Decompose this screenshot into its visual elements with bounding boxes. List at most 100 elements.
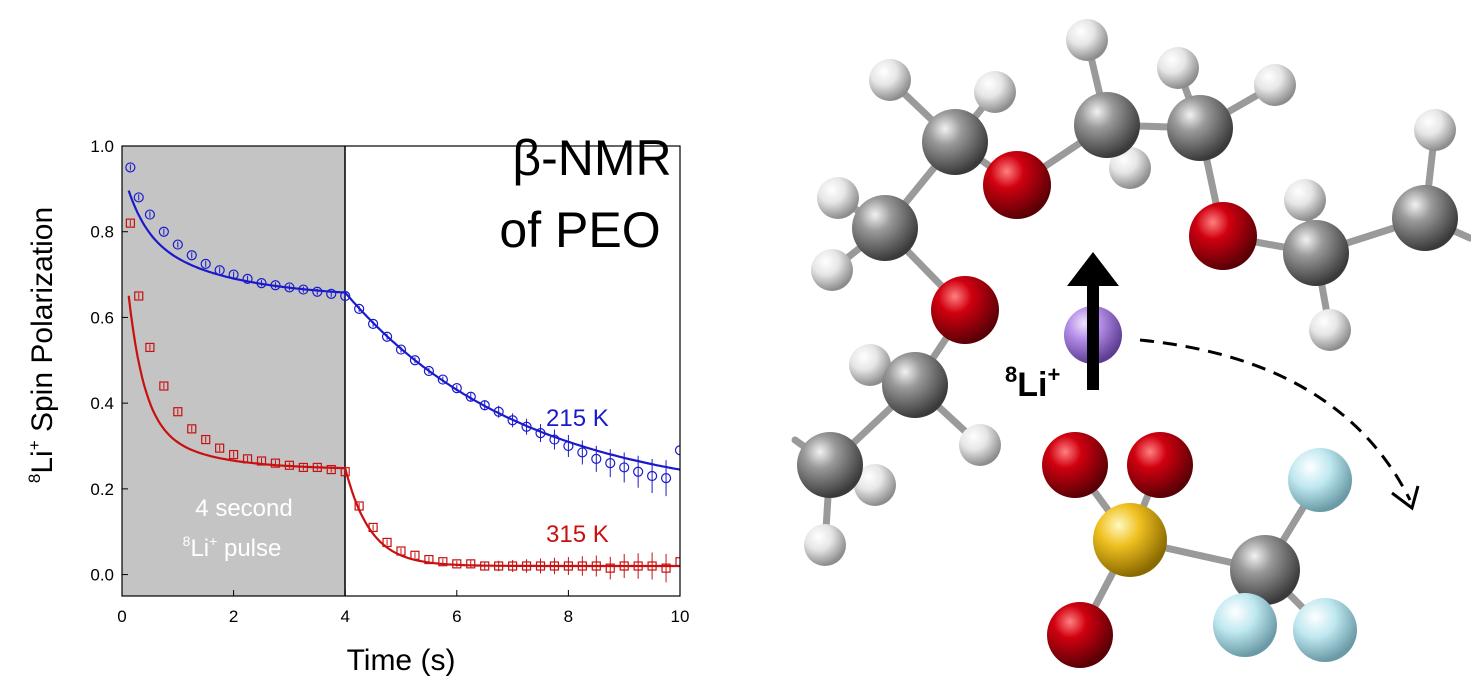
data-point: [438, 557, 448, 567]
y-tick-label: 0.0: [90, 566, 114, 585]
data-point: [605, 563, 615, 573]
series-315k: [125, 218, 680, 583]
diffusion-arrowhead-icon: [1391, 485, 1420, 511]
data-point: [675, 557, 680, 567]
data-point: [395, 344, 407, 355]
series-215k: [125, 162, 680, 497]
hydrogen-atom: [1284, 179, 1326, 221]
fit-line: [127, 295, 680, 568]
y-tick-label: 1.0: [90, 137, 114, 156]
data-point: [381, 331, 393, 342]
spin-arrow-icon: [1067, 252, 1119, 390]
fluorine-atom: [1293, 598, 1357, 662]
data-point: [173, 407, 183, 417]
y-tick-label: 0.6: [90, 308, 114, 327]
data-point: [256, 456, 267, 466]
x-tick-label: 0: [117, 607, 126, 626]
data-point: [186, 250, 197, 261]
data-point: [134, 291, 144, 301]
ticks-layer: 0 2 4 6 8 10 0.0 0.2 0.4 0.6 0.8 1.0: [90, 137, 689, 626]
data-point: [284, 460, 294, 470]
data-point: [159, 381, 169, 391]
data-point: [549, 561, 560, 571]
series-layer: [125, 162, 680, 583]
data-point: [577, 561, 587, 571]
data-point: [158, 226, 169, 237]
carbon-atom: [797, 432, 863, 498]
fluorine-atom: [1213, 593, 1277, 657]
data-point: [521, 421, 532, 432]
data-point: [535, 428, 546, 439]
data-point: [125, 218, 135, 228]
data-point: [605, 458, 616, 469]
data-point: [326, 464, 336, 475]
hydrogen-atom: [959, 424, 1001, 466]
data-point: [145, 342, 155, 353]
y-tick-label: 0.4: [90, 394, 114, 413]
data-point: [340, 290, 351, 302]
data-point: [424, 554, 434, 565]
data-point: [298, 284, 309, 295]
data-point: [674, 445, 680, 456]
carbon-atom: [882, 352, 948, 418]
data-point: [423, 365, 434, 377]
y-tick-label: 0.8: [90, 223, 114, 242]
carbon-atom: [1074, 92, 1140, 158]
data-point: [125, 162, 136, 173]
data-point: [465, 391, 476, 402]
hydrogen-atom: [811, 249, 853, 291]
hydrogen-atom: [1157, 47, 1199, 89]
data-point: [312, 286, 323, 297]
data-point: [661, 563, 671, 573]
data-point: [133, 192, 144, 203]
hydrogen-atom: [1414, 109, 1456, 151]
pulse-region: [122, 146, 345, 596]
data-point: [480, 561, 490, 571]
atom-layer: [797, 19, 1458, 668]
x-tick-label: 4: [340, 607, 349, 626]
data-point: [298, 462, 308, 473]
data-point: [144, 209, 155, 220]
oxygen-atom: [1047, 602, 1113, 668]
y-tick-label: 0.2: [90, 480, 114, 499]
hydrogen-atom: [974, 71, 1016, 113]
diffusion-arrow-icon: [1139, 338, 1412, 501]
carbon-atom: [1230, 535, 1300, 605]
hydrogen-atom: [849, 344, 891, 386]
data-point: [493, 406, 504, 417]
sulfur-atom: [1093, 503, 1167, 577]
data-point: [214, 265, 225, 276]
y-axis-title: 8Li+ Spin Polarization: [25, 207, 59, 483]
hydrogen-atom: [1309, 309, 1351, 351]
data-point: [354, 303, 365, 314]
data-point: [396, 546, 406, 556]
data-point: [215, 443, 225, 453]
data-point: [494, 561, 504, 571]
data-point: [577, 447, 588, 458]
data-point: [409, 355, 421, 366]
data-point: [452, 559, 462, 569]
data-point: [549, 434, 560, 445]
data-point: [270, 280, 281, 291]
carbon-atom: [1392, 185, 1458, 251]
data-point: [410, 550, 420, 560]
hydrogen-atom: [804, 524, 846, 566]
molecular-structure: 8Li+: [791, 19, 1471, 668]
data-point: [563, 440, 574, 452]
x-axis-title: Time (s): [347, 644, 456, 677]
data-point: [508, 561, 518, 571]
data-point: [368, 318, 379, 329]
data-point: [633, 466, 644, 477]
data-point: [270, 458, 281, 468]
data-point: [660, 473, 672, 484]
plot-frame: [121, 145, 681, 597]
data-point: [382, 537, 392, 548]
ion-label: 8Li+: [1005, 362, 1060, 404]
hydrogen-atom: [869, 59, 911, 101]
carbon-atom: [852, 195, 918, 261]
data-point: [479, 400, 490, 411]
figure-heading-line1: β-NMR: [512, 130, 671, 186]
pulse-label-line2: 8Li+ pulse: [183, 533, 282, 562]
data-point: [535, 561, 546, 571]
figure-heading-line2: of PEO: [499, 202, 660, 258]
